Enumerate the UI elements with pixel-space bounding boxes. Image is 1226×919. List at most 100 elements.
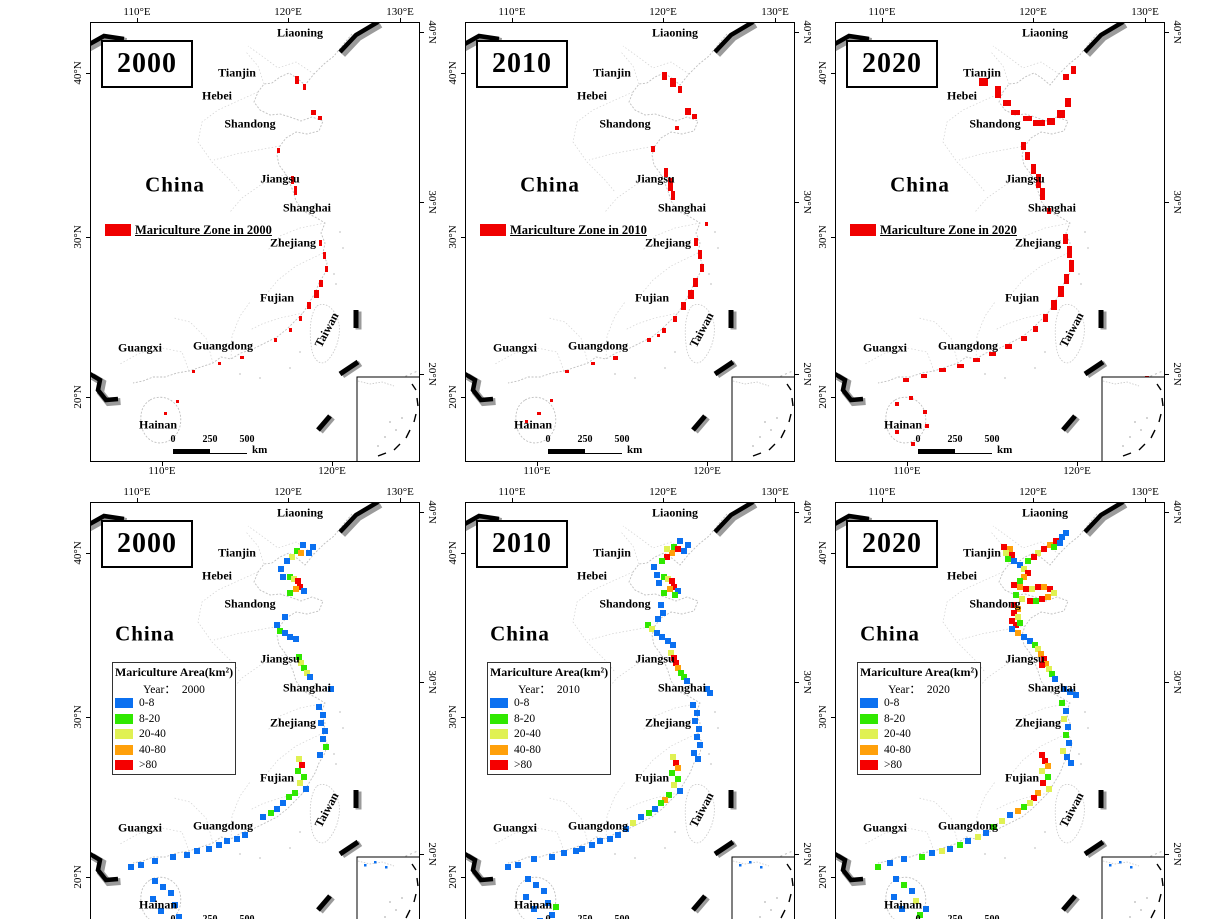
mariculture-area-cell (975, 834, 981, 840)
mariculture-zone-mark (911, 442, 915, 446)
mariculture-zone-mark (323, 252, 326, 259)
area-class-label: >80 (139, 759, 157, 771)
mariculture-area-cell (677, 538, 683, 544)
mariculture-area-cell (671, 655, 677, 661)
mariculture-zone-mark (1057, 110, 1065, 118)
mariculture-zone-mark (192, 370, 195, 373)
axis-tick-top: 120°E (649, 6, 677, 18)
mariculture-zone-mark (973, 358, 980, 362)
mariculture-area-cell (268, 810, 274, 816)
mariculture-area-cell (304, 670, 310, 676)
province-label-liaoning: Liaoning (651, 505, 699, 520)
country-label: China (890, 172, 950, 197)
mariculture-area-cell (1035, 790, 1041, 796)
year-label: 2020 (862, 48, 922, 79)
tickmark-left (831, 396, 835, 398)
mariculture-area-cell (1053, 538, 1059, 544)
axis-tick-bottom: 120°E (318, 465, 346, 477)
mariculture-area-cell (150, 896, 156, 902)
province-label-hainan: Hainan (883, 417, 923, 432)
area-legend-year-value: 2010 (556, 684, 580, 696)
tickmark-bottom (331, 462, 333, 466)
mariculture-zone-mark (651, 146, 655, 152)
axis-tick-top: 110°E (498, 486, 526, 498)
province-label-shandong: Shandong (599, 596, 651, 611)
scale-bar-segment-open (955, 449, 992, 454)
province-label-fujian: Fujian (1004, 770, 1040, 785)
axis-tick-right: 30°N (801, 670, 813, 694)
province-label-shandong: Shandong (969, 116, 1021, 131)
tickmark-left (831, 552, 835, 554)
axis-tick-right: 20°N (426, 362, 438, 386)
mariculture-area-cell (664, 546, 670, 552)
mariculture-area-cell (1059, 534, 1065, 540)
mariculture-area-cell (1067, 689, 1073, 695)
area-class-swatch (115, 713, 133, 724)
mariculture-area-cell (656, 580, 662, 586)
scale-bar-number: 0 (171, 914, 176, 919)
province-label-shanghai: Shanghai (1027, 200, 1077, 215)
area-class-label: 20-40 (514, 728, 541, 740)
mariculture-area-cell (1049, 671, 1055, 677)
mariculture-area-cell (675, 776, 681, 782)
axis-tick-left: 20°N (817, 865, 829, 889)
mariculture-area-cell (1021, 634, 1027, 640)
mariculture-area-cell (282, 630, 288, 636)
mariculture-zone-mark (1043, 314, 1048, 322)
mariculture-area-cell (1042, 758, 1048, 764)
area-class-row: 8-20 (860, 713, 905, 725)
tickmark-top (1032, 498, 1034, 502)
mariculture-area-cell (690, 702, 696, 708)
mariculture-area-cell (1007, 546, 1013, 552)
tickmark-top (662, 18, 664, 22)
zone-legend-label: Mariculture Zone in 2010 (510, 222, 647, 237)
mariculture-area-cell (1039, 768, 1045, 774)
mariculture-zone-mark (307, 302, 311, 309)
mariculture-zone-mark (591, 362, 595, 365)
scale-bar-number: 250 (948, 914, 963, 919)
area-class-swatch (115, 744, 133, 755)
zone-legend-swatch (105, 224, 131, 236)
mariculture-area-cell (661, 590, 667, 596)
mariculture-area-cell (675, 665, 681, 671)
province-label-shandong: Shandong (224, 116, 276, 131)
mariculture-area-cell (323, 744, 329, 750)
mariculture-area-cell (675, 588, 681, 594)
mariculture-area-cell (638, 814, 644, 820)
axis-tick-right: 40°N (1171, 500, 1183, 524)
mariculture-area-cell (1017, 578, 1023, 584)
area-class-swatch (490, 729, 508, 739)
area-class-label: 20-40 (884, 728, 911, 740)
province-label-liaoning: Liaoning (276, 25, 324, 40)
scale-bar-unit: km (627, 444, 643, 456)
axis-tick-top: 130°E (761, 486, 789, 498)
axis-tick-right: 40°N (801, 20, 813, 44)
mariculture-area-cell (1032, 642, 1038, 648)
mariculture-area-cell (301, 774, 307, 780)
area-class-swatch (115, 729, 133, 739)
mariculture-zone-mark (303, 84, 306, 90)
mariculture-area-cell (280, 574, 286, 580)
province-label-shanghai: Shanghai (282, 200, 332, 215)
mariculture-zone-mark (1021, 336, 1027, 341)
axis-tick-left: 20°N (72, 385, 84, 409)
area-legend-year-prefix: Year： (143, 684, 176, 696)
mariculture-zone-mark (662, 328, 666, 333)
year-box: 2020 (846, 520, 938, 568)
axis-tick-bottom: 110°E (148, 465, 176, 477)
mariculture-area-cell (1040, 780, 1046, 786)
map-graphic (84, 500, 421, 919)
province-label-guangxi: Guangxi (492, 340, 538, 355)
zone-legend: Mariculture Zone in 2000 (105, 222, 272, 238)
area-class-row: 40-80 (860, 744, 911, 756)
mariculture-area-cell (541, 888, 547, 894)
mariculture-area-cell (549, 912, 555, 918)
axis-tick-top: 110°E (498, 6, 526, 18)
mariculture-zone-mark (662, 72, 667, 80)
axis-tick-right: 30°N (801, 190, 813, 214)
mariculture-area-cell (1051, 590, 1057, 596)
mariculture-area-cell (891, 894, 897, 900)
province-label-tianjin: Tianjin (593, 65, 631, 80)
